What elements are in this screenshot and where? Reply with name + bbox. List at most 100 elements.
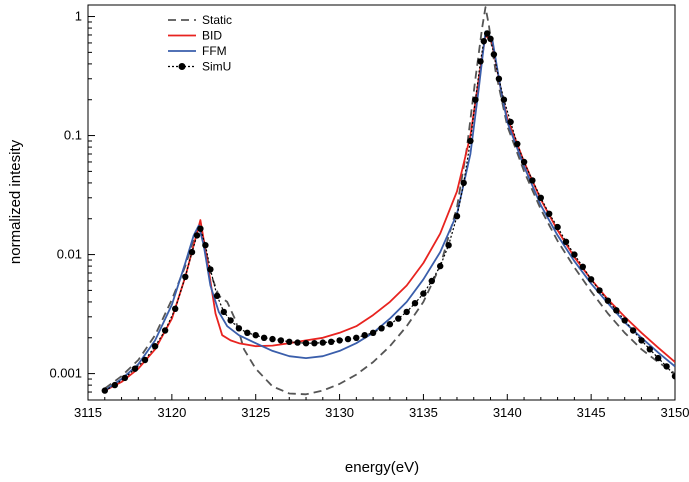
data-point-simu	[520, 158, 528, 166]
data-point-simu	[182, 273, 189, 280]
data-point-simu	[546, 210, 553, 217]
data-point-simu	[302, 340, 310, 347]
data-point-simu	[235, 325, 243, 332]
x-tick-label: 3135	[409, 405, 438, 420]
data-point-simu	[286, 338, 293, 345]
data-point-simu	[621, 317, 628, 324]
data-point-simu	[101, 387, 109, 394]
data-point-simu	[252, 332, 259, 339]
data-point-simu	[671, 373, 675, 380]
data-point-simu	[378, 325, 385, 332]
data-point-simu	[131, 365, 139, 372]
legend-label-ffm: FFM	[202, 44, 227, 58]
data-point-simu	[507, 118, 514, 126]
data-point-simu	[445, 242, 452, 249]
data-point-simu	[353, 334, 360, 341]
y-tick-label: 1	[75, 9, 82, 24]
data-point-simu	[472, 96, 479, 103]
data-point-simu	[537, 194, 544, 201]
data-point-simu	[655, 354, 662, 362]
data-point-simu	[111, 381, 119, 389]
series-line-simu	[104, 32, 675, 392]
x-tick-label: 3115	[74, 405, 102, 420]
data-point-simu	[403, 308, 410, 316]
data-point-simu	[328, 338, 335, 345]
x-tick-label: 3145	[577, 405, 606, 420]
data-point-simu	[336, 337, 343, 344]
data-point-simu	[579, 263, 586, 270]
data-point-simu	[629, 327, 637, 334]
data-point-simu	[646, 346, 653, 353]
data-point-simu	[562, 238, 570, 245]
data-point-simu	[490, 51, 498, 58]
y-tick-label: 0.001	[49, 366, 82, 381]
data-point-simu	[411, 300, 419, 307]
data-point-simu	[613, 307, 620, 314]
series-layer	[101, 6, 675, 396]
plot-frame	[87, 4, 676, 401]
legend-label-static: Static	[202, 13, 232, 27]
data-point-simu	[269, 335, 276, 343]
data-point-simu	[460, 179, 467, 187]
x-tick-label: 3125	[241, 405, 270, 420]
data-point-simu	[420, 290, 427, 297]
data-point-simu	[141, 356, 149, 364]
legend-marker-simu	[178, 63, 186, 70]
y-tick-label: 0.1	[64, 128, 82, 143]
data-point-simu	[294, 339, 301, 346]
data-point-simu	[395, 315, 402, 322]
x-axis: 3115 3120 3125 3130 3135 3140 3145 3150	[74, 394, 689, 420]
data-point-simu	[554, 223, 561, 231]
data-point-simu	[596, 287, 603, 294]
data-point-simu	[311, 340, 318, 347]
data-point-simu	[514, 140, 521, 148]
x-tick-label: 3130	[325, 405, 354, 420]
series-line-bid	[104, 34, 675, 392]
data-point-simu	[188, 248, 196, 256]
data-point-simu	[437, 262, 444, 270]
x-tick-label: 3150	[661, 405, 689, 420]
data-point-simu	[220, 308, 227, 316]
data-point-simu	[151, 343, 159, 350]
data-point-simu	[587, 276, 595, 283]
data-point-simu	[277, 337, 285, 344]
data-point-simu	[477, 58, 484, 65]
data-point-simu	[260, 334, 268, 341]
data-point-simu	[529, 177, 536, 184]
data-point-simu	[495, 75, 503, 83]
data-point-simu	[480, 38, 487, 45]
data-point-simu	[369, 329, 377, 336]
data-point-simu	[487, 35, 494, 42]
data-point-simu	[386, 321, 394, 328]
data-point-simu	[244, 329, 251, 336]
legend-label-simu: SimU	[202, 60, 231, 74]
data-point-simu	[428, 277, 435, 285]
legend-label-bid: BID	[202, 29, 222, 43]
data-point-simu	[161, 327, 169, 334]
data-point-simu	[467, 137, 474, 145]
data-point-simu	[638, 337, 645, 344]
x-tick-label: 3140	[493, 405, 522, 420]
y-tick-label: 0.01	[57, 247, 82, 262]
data-point-simu	[604, 297, 612, 304]
data-point-simu	[172, 305, 179, 312]
data-point-simu	[227, 317, 234, 324]
data-point-simu	[484, 30, 491, 37]
data-point-simu	[453, 213, 461, 220]
x-axis-title: energy(eV)	[345, 459, 419, 476]
data-point-simu	[121, 374, 129, 382]
data-point-simu	[663, 363, 670, 370]
data-point-simu	[193, 232, 201, 239]
y-axis: 0.001 0.01 0.1 1	[49, 9, 95, 401]
data-point-simu	[500, 96, 508, 103]
data-point-simu	[344, 335, 352, 343]
data-point-simu	[197, 225, 204, 232]
y-axis-title: normalized intesity	[7, 139, 24, 264]
data-point-simu	[571, 251, 578, 258]
data-point-simu	[213, 292, 221, 299]
x-tick-label: 3120	[157, 405, 186, 420]
data-point-simu	[361, 332, 368, 339]
data-point-simu	[319, 339, 326, 346]
